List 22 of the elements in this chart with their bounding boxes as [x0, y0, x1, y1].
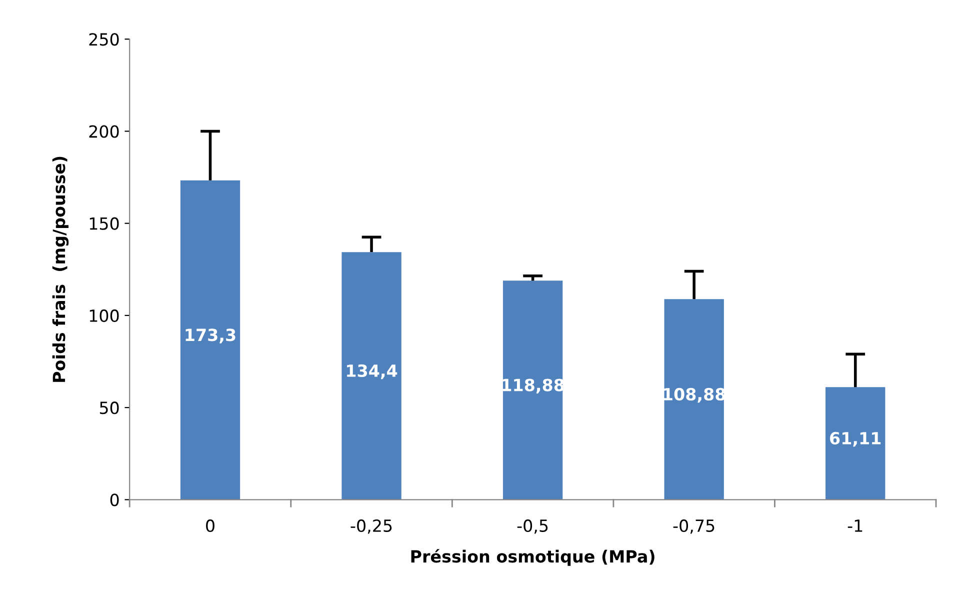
bar	[180, 180, 240, 500]
y-tick-label: 50	[100, 402, 119, 414]
x-tick-label: 0	[206, 519, 214, 532]
y-tick-label: 250	[89, 33, 119, 46]
bar	[502, 280, 563, 500]
y-axis-title: Poids frais (mg/pousse)	[52, 156, 69, 382]
x-tick-label: -0,5	[517, 519, 548, 534]
data-label: 134,4	[347, 364, 398, 380]
data-label: 173,3	[186, 328, 236, 344]
y-tick-label: 100	[90, 309, 119, 322]
bar	[826, 387, 886, 500]
x-tick-label: -0,25	[350, 519, 392, 534]
y-tick-label: 0	[110, 494, 119, 506]
x-tick-label: -1	[848, 520, 862, 532]
bar	[664, 299, 724, 500]
x-axis-title: Préssion osmotique (MPa)	[411, 549, 654, 566]
data-label: 108,88	[664, 388, 726, 403]
data-label: 61,11	[830, 432, 881, 447]
bar	[342, 252, 402, 500]
x-tick-label: -0,75	[673, 519, 714, 534]
y-tick-label: 200	[89, 125, 119, 138]
y-tick-label: 150	[90, 217, 119, 230]
